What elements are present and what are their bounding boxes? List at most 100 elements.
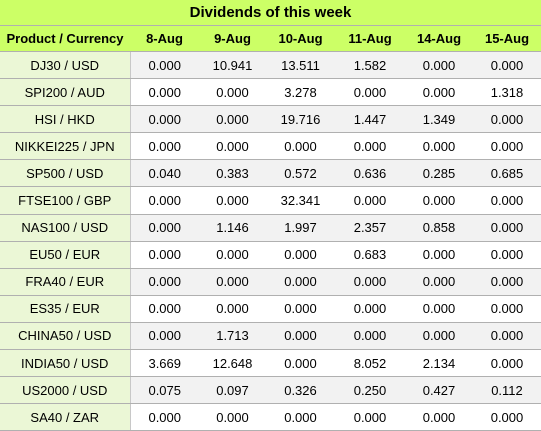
column-header-date: 9-Aug — [199, 26, 266, 52]
dividend-value-cell: 0.000 — [405, 132, 473, 161]
table-row: SA40 / ZAR 0.000 0.000 0.000 0.000 0.000 0.000 — [0, 403, 541, 431]
row-product-label: ES35 / EUR — [0, 295, 131, 323]
dividend-value-cell: 10.941 — [199, 51, 266, 80]
dividend-value-cell: 0.000 — [473, 403, 541, 431]
dividend-value-cell: 0.000 — [130, 214, 199, 242]
table-row: INDIA50 / USD 3.669 12.648 0.000 8.052 2.134 0… — [0, 349, 541, 378]
row-product-label: INDIA50 / USD — [0, 349, 131, 378]
table-row: EU50 / EUR 0.000 0.000 0.000 0.683 0.000 0.000 — [0, 241, 541, 269]
dividend-value-cell: 0.000 — [473, 105, 541, 134]
row-product-label: NAS100 / USD — [0, 214, 131, 242]
table-row: NAS100 / USD 0.000 1.146 1.997 2.357 0.858 0.0… — [0, 214, 541, 242]
dividend-value-cell: 1.146 — [199, 214, 266, 242]
dividend-value-cell: 2.357 — [335, 214, 405, 242]
dividend-value-cell: 32.341 — [266, 186, 335, 215]
dividend-value-cell: 0.000 — [266, 132, 335, 161]
dividend-value-cell: 0.000 — [473, 51, 541, 80]
dividend-value-cell: 8.052 — [335, 349, 405, 378]
table-row: SP500 / USD 0.040 0.383 0.572 0.636 0.285 0.68… — [0, 159, 541, 188]
dividend-value-cell: 0.000 — [335, 295, 405, 323]
table-row: HSI / HKD 0.000 0.000 19.716 1.447 1.349 0.000 — [0, 105, 541, 134]
dividend-value-cell: 13.511 — [266, 51, 335, 80]
dividend-value-cell: 0.000 — [335, 132, 405, 161]
dividend-value-cell: 1.713 — [199, 322, 266, 351]
dividend-value-cell: 0.000 — [199, 295, 266, 323]
dividend-value-cell: 1.582 — [335, 51, 405, 80]
dividend-value-cell: 0.427 — [405, 376, 473, 405]
dividend-value-cell: 1.997 — [266, 214, 335, 242]
dividend-value-cell: 0.326 — [266, 376, 335, 405]
table-row: US2000 / USD 0.075 0.097 0.326 0.250 0.427 0.1… — [0, 376, 541, 405]
column-header-date: 11-Aug — [335, 26, 405, 52]
table-row: DJ30 / USD 0.000 10.941 13.511 1.582 0.000 0.0… — [0, 51, 541, 80]
dividend-value-cell: 0.000 — [473, 186, 541, 215]
row-product-label: FTSE100 / GBP — [0, 186, 131, 215]
table-body: DJ30 / USD 0.000 10.941 13.511 1.582 0.000 0.0… — [0, 51, 541, 431]
dividend-value-cell: 0.000 — [473, 214, 541, 242]
dividend-value-cell: 0.000 — [130, 295, 199, 323]
dividend-value-cell: 0.000 — [335, 78, 405, 107]
dividend-value-cell: 3.278 — [266, 78, 335, 107]
table-title: Dividends of this week — [0, 0, 541, 26]
dividend-value-cell: 0.000 — [199, 132, 266, 161]
dividend-value-cell: 0.112 — [473, 376, 541, 405]
dividend-value-cell: 0.000 — [130, 268, 199, 296]
dividend-value-cell: 0.000 — [473, 349, 541, 378]
dividend-value-cell: 0.000 — [405, 322, 473, 351]
table-row: ES35 / EUR 0.000 0.000 0.000 0.000 0.000 0.000 — [0, 295, 541, 323]
row-product-label: HSI / HKD — [0, 105, 131, 134]
dividend-value-cell: 0.000 — [130, 51, 199, 80]
dividend-value-cell: 0.040 — [130, 159, 199, 188]
row-product-label: SA40 / ZAR — [0, 403, 131, 431]
row-product-label: DJ30 / USD — [0, 51, 131, 80]
dividend-value-cell: 0.000 — [130, 78, 199, 107]
dividend-value-cell: 0.000 — [335, 186, 405, 215]
table-row: FTSE100 / GBP 0.000 0.000 32.341 0.000 0.000 0… — [0, 186, 541, 215]
table-row: CHINA50 / USD 0.000 1.713 0.000 0.000 0.000 0.… — [0, 322, 541, 351]
dividend-value-cell: 0.000 — [405, 186, 473, 215]
dividend-value-cell: 12.648 — [199, 349, 266, 378]
dividend-value-cell: 0.000 — [266, 268, 335, 296]
dividend-value-cell: 0.000 — [473, 295, 541, 323]
dividend-value-cell: 0.683 — [335, 241, 405, 269]
dividend-value-cell: 0.000 — [473, 322, 541, 351]
dividend-value-cell: 19.716 — [266, 105, 335, 134]
header-row: Product / Currency 8-Aug 9-Aug 10-Aug 11… — [0, 26, 541, 52]
row-product-label: SPI200 / AUD — [0, 78, 131, 107]
row-product-label: FRA40 / EUR — [0, 268, 131, 296]
dividend-value-cell: 0.000 — [405, 78, 473, 107]
dividend-value-cell: 0.000 — [266, 295, 335, 323]
row-product-label: EU50 / EUR — [0, 241, 131, 269]
dividend-value-cell: 0.000 — [473, 132, 541, 161]
dividend-value-cell: 0.000 — [199, 105, 266, 134]
dividend-value-cell: 0.000 — [405, 241, 473, 269]
dividend-value-cell: 0.000 — [473, 268, 541, 296]
dividend-value-cell: 0.000 — [405, 403, 473, 431]
column-header-date: 15-Aug — [473, 26, 541, 52]
dividend-value-cell: 0.000 — [335, 322, 405, 351]
dividend-value-cell: 0.000 — [266, 241, 335, 269]
dividend-value-cell: 0.000 — [130, 132, 199, 161]
dividend-value-cell: 0.000 — [199, 241, 266, 269]
dividend-value-cell: 0.000 — [130, 403, 199, 431]
dividend-value-cell: 0.000 — [130, 186, 199, 215]
column-header-date: 8-Aug — [130, 26, 199, 52]
dividend-value-cell: 0.000 — [199, 268, 266, 296]
dividend-value-cell: 0.858 — [405, 214, 473, 242]
dividend-value-cell: 0.000 — [266, 349, 335, 378]
row-product-label: NIKKEI225 / JPN — [0, 132, 131, 161]
dividend-value-cell: 0.000 — [199, 78, 266, 107]
dividend-value-cell: 1.349 — [405, 105, 473, 134]
dividend-value-cell: 0.000 — [199, 403, 266, 431]
dividend-value-cell: 3.669 — [130, 349, 199, 378]
dividend-value-cell: 0.000 — [405, 51, 473, 80]
dividend-value-cell: 0.000 — [405, 268, 473, 296]
table-row: SPI200 / AUD 0.000 0.000 3.278 0.000 0.000 1.3… — [0, 78, 541, 107]
column-header-date: 10-Aug — [266, 26, 335, 52]
dividend-value-cell: 0.000 — [130, 241, 199, 269]
column-header-product: Product / Currency — [0, 26, 130, 52]
row-product-label: CHINA50 / USD — [0, 322, 131, 351]
dividend-value-cell: 1.318 — [473, 78, 541, 107]
table-row: FRA40 / EUR 0.000 0.000 0.000 0.000 0.000 0.00… — [0, 268, 541, 296]
